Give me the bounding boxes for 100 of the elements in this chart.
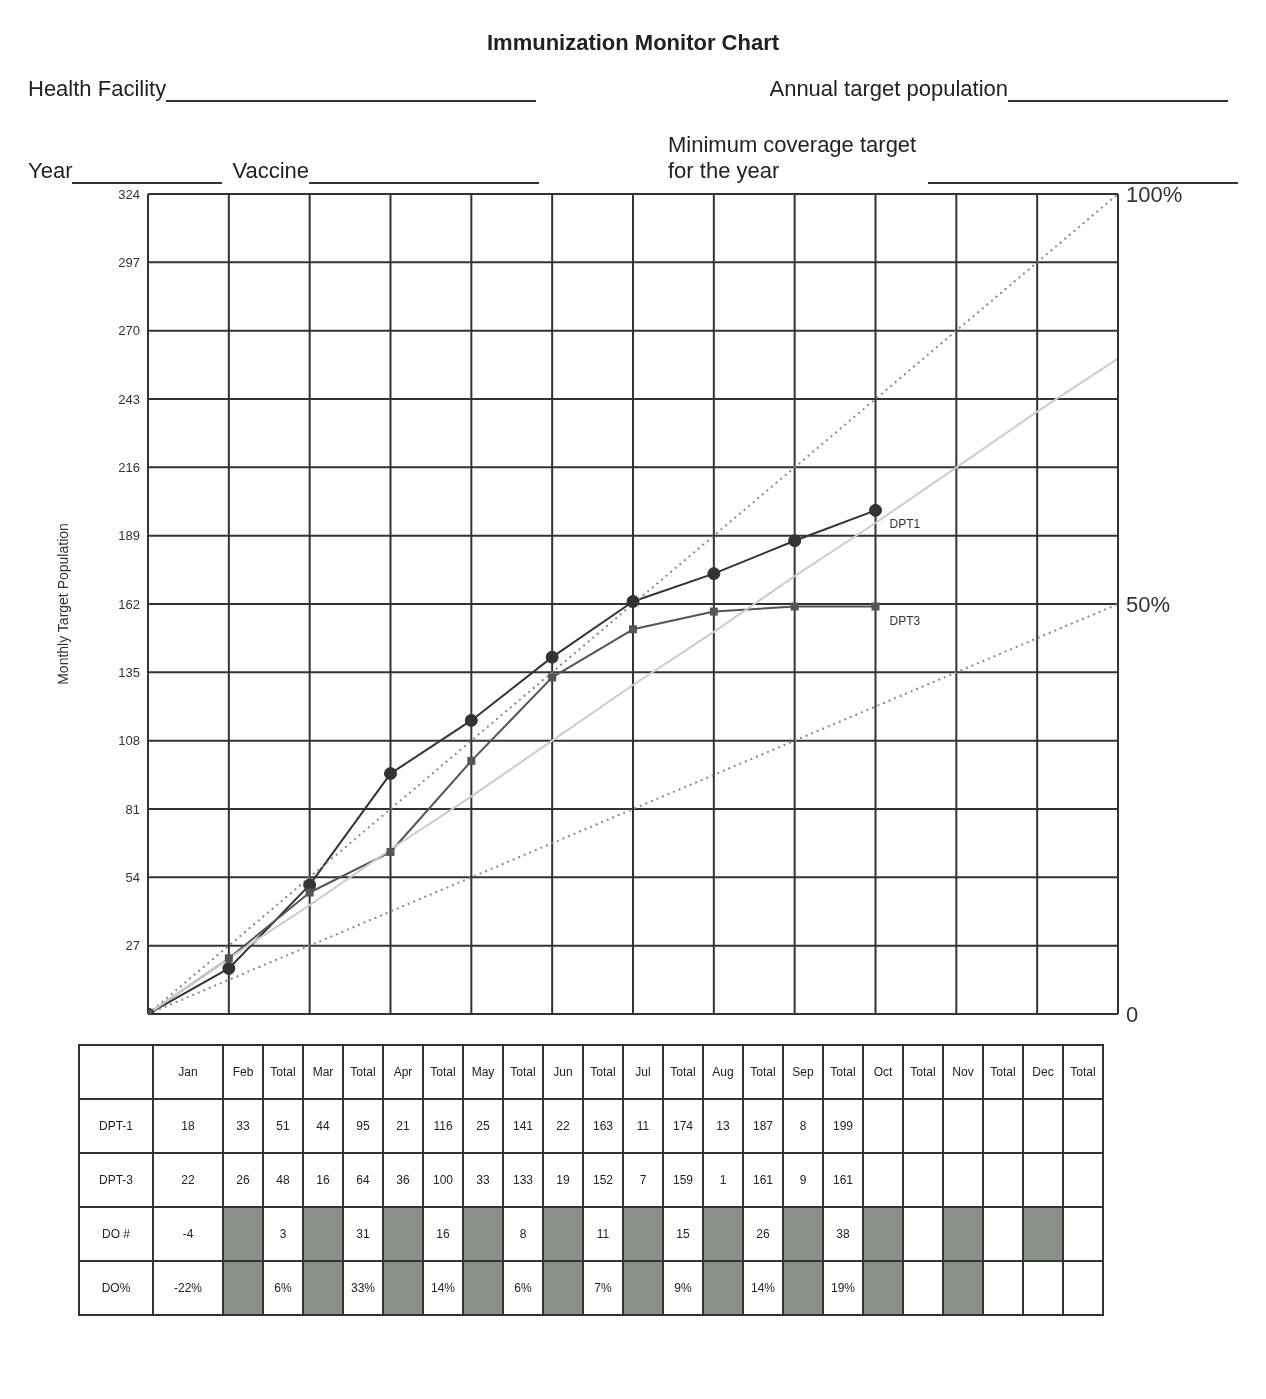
point xyxy=(790,602,799,611)
data-label: 33 xyxy=(463,1153,503,1207)
x-tick-label: Total xyxy=(343,1045,383,1099)
point xyxy=(464,713,478,727)
data-label: 19% xyxy=(823,1261,863,1315)
data-label: 11 xyxy=(623,1099,663,1153)
y2-tick-label: 50% xyxy=(1126,591,1171,617)
data-label: 22 xyxy=(543,1099,583,1153)
point xyxy=(222,961,236,975)
data-label: 152 xyxy=(583,1153,623,1207)
data-label: 95 xyxy=(343,1099,383,1153)
point xyxy=(709,607,718,616)
point xyxy=(467,756,476,765)
y-tick-label: 216 xyxy=(118,459,140,475)
text: Annual target population xyxy=(769,76,1008,102)
y-tick-label: 81 xyxy=(125,801,140,817)
data-label: 14% xyxy=(743,1261,783,1315)
point xyxy=(545,650,559,664)
x-tick-label: Total xyxy=(903,1045,943,1099)
point xyxy=(707,567,721,581)
data-label: 8 xyxy=(783,1099,823,1153)
data-label: 159 xyxy=(663,1153,703,1207)
data-label: 1 xyxy=(703,1153,743,1207)
x-tick-label: Jan xyxy=(153,1045,223,1099)
x-tick-label: Jun xyxy=(543,1045,583,1099)
text: Health Facility xyxy=(28,76,167,102)
data-label: 36 xyxy=(383,1153,423,1207)
data-label: 64 xyxy=(343,1153,383,1207)
y-tick-label: 189 xyxy=(118,528,140,544)
x-tick-label: Total xyxy=(823,1045,863,1099)
data-label: 116 xyxy=(423,1099,463,1153)
text: Year xyxy=(28,158,73,184)
y-tick-label: 27 xyxy=(125,938,140,954)
x-tick-label: Feb xyxy=(223,1045,263,1099)
point xyxy=(384,767,397,781)
data-label: 19 xyxy=(543,1153,583,1207)
data-label: 7% xyxy=(583,1261,623,1315)
data-label: -4 xyxy=(153,1207,223,1261)
data-label: 187 xyxy=(743,1099,783,1153)
x-tick-label: Total xyxy=(743,1045,783,1099)
point xyxy=(871,602,880,611)
y-tick-label: DO% xyxy=(79,1261,153,1315)
data-label: 8 xyxy=(503,1207,543,1261)
data-label: 133 xyxy=(503,1153,543,1207)
x-tick-label: Total xyxy=(583,1045,623,1099)
data-label: 199 xyxy=(823,1099,863,1153)
x-tick-label: Total xyxy=(503,1045,543,1099)
data-label: 26 xyxy=(223,1153,263,1207)
x-tick-label: Nov xyxy=(943,1045,983,1099)
data-label: 31 xyxy=(343,1207,383,1261)
x-tick-label: Total xyxy=(263,1045,303,1099)
data-label: 9% xyxy=(663,1261,703,1315)
data-label: 9 xyxy=(783,1153,823,1207)
data-label: 16 xyxy=(423,1207,463,1261)
y-tick-label: 162 xyxy=(118,596,140,612)
chart-title: Immunization Monitor Chart xyxy=(485,30,781,56)
data-label: 161 xyxy=(743,1153,783,1207)
data-label: 6% xyxy=(503,1261,543,1315)
point xyxy=(788,534,802,548)
series-label: DPT3 xyxy=(889,613,921,628)
x-tick-label: Total xyxy=(423,1045,463,1099)
x-tick-label: Apr xyxy=(383,1045,423,1099)
x-tick-label: Dec xyxy=(1023,1045,1063,1099)
point xyxy=(629,625,637,634)
data-label: 18 xyxy=(153,1099,223,1153)
point xyxy=(386,848,395,857)
y-axis-title: Monthly Target Population xyxy=(54,523,71,685)
y-tick-label: 108 xyxy=(118,733,140,749)
data-label: 11 xyxy=(583,1207,623,1261)
x-tick-label: Total xyxy=(663,1045,703,1099)
y-tick-label: 270 xyxy=(118,323,140,339)
data-label: 26 xyxy=(743,1207,783,1261)
point xyxy=(548,673,557,682)
data-label: 14% xyxy=(423,1261,463,1315)
data-label: 7 xyxy=(623,1153,663,1207)
point xyxy=(626,594,640,608)
data-label: 33 xyxy=(223,1099,263,1153)
x-tick-label: May xyxy=(463,1045,503,1099)
data-label: 174 xyxy=(663,1099,703,1153)
x-tick-label: Total xyxy=(1063,1045,1103,1099)
data-label: 25 xyxy=(463,1099,503,1153)
y2-tick-label: 100% xyxy=(1126,181,1183,207)
x-tick-label: Total xyxy=(983,1045,1023,1099)
data-label: 141 xyxy=(503,1099,543,1153)
x-tick-label: Jul xyxy=(623,1045,663,1099)
data-label: 13 xyxy=(703,1099,743,1153)
x-tick-label: Aug xyxy=(703,1045,743,1099)
y-tick-label: DO # xyxy=(79,1207,153,1261)
y-tick-label: 243 xyxy=(118,391,140,407)
data-label: 21 xyxy=(383,1099,423,1153)
y-tick-label: 135 xyxy=(118,664,140,680)
y-tick-label: 54 xyxy=(125,869,140,885)
y-tick-label: DPT-1 xyxy=(79,1099,153,1153)
y-tick-label: DPT-3 xyxy=(79,1153,153,1207)
data-label: 38 xyxy=(823,1207,863,1261)
text: Minimum coverage target for the year xyxy=(668,132,918,184)
y-tick-label: 297 xyxy=(118,254,140,270)
point xyxy=(305,888,314,897)
data-label: 163 xyxy=(583,1099,623,1153)
data-label: 3 xyxy=(263,1207,303,1261)
